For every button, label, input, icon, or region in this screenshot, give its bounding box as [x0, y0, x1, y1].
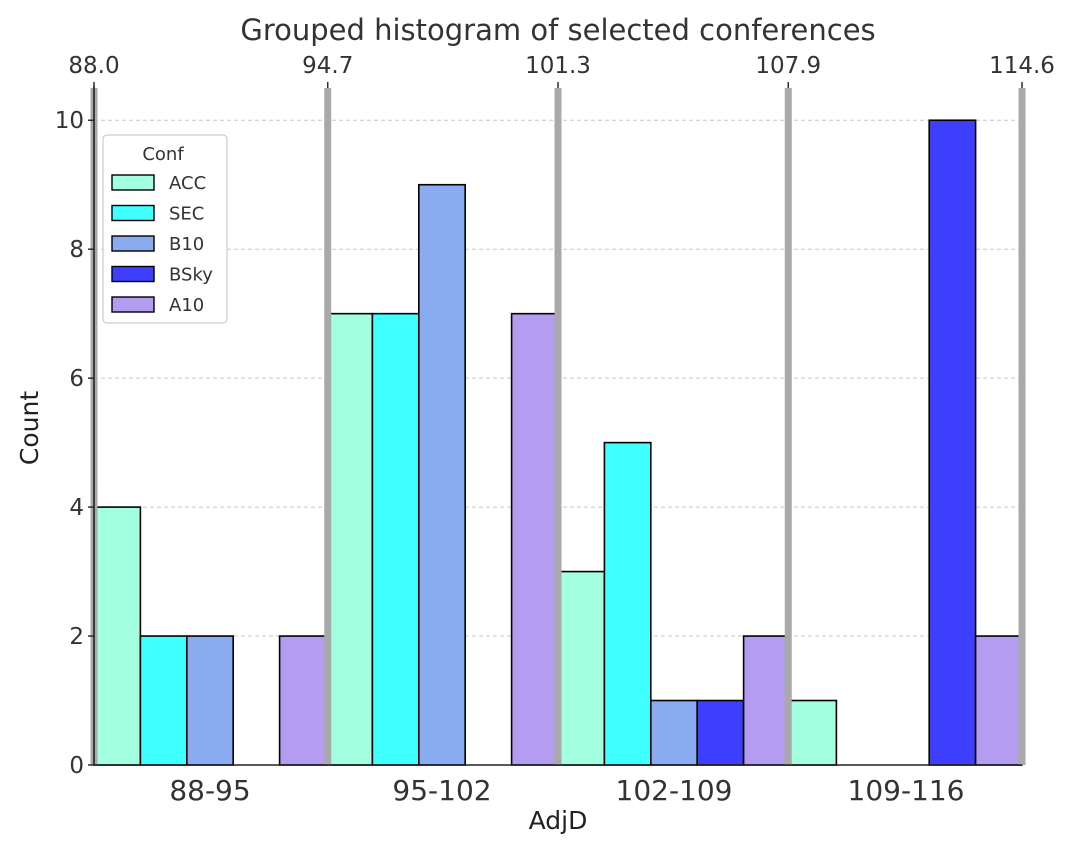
legend-label-bsky: BSky [169, 265, 213, 286]
legend-swatch-sec [111, 204, 155, 222]
legend-label-acc: ACC [169, 173, 206, 194]
top-tick-label: 101.3 [525, 53, 591, 79]
top-tick-label: 114.6 [989, 53, 1055, 79]
legend-label-b10: B10 [169, 234, 204, 255]
bar-acc-102-109 [557, 570, 606, 766]
legend-title: Conf [142, 144, 184, 165]
x-category-label: 102-109 [616, 774, 733, 807]
bar-b10-95-102 [417, 183, 466, 766]
bar-a10-102-109 [742, 635, 791, 766]
bar-sec-95-102 [371, 312, 420, 766]
axes-layer: 0 2 4 6 8 10 88-95 95-102 102-109 109-116 88.0 94.7… [55, 53, 1055, 807]
bar-acc-88-95 [93, 506, 142, 766]
bar-bsky-109-116 [928, 119, 977, 766]
bar-acc-109-116 [789, 699, 838, 766]
bar-acc-95-102 [325, 312, 374, 766]
y-axis-label: Count [15, 391, 44, 465]
chart-title: Grouped histogram of selected conference… [240, 13, 875, 47]
y-tick-label: 2 [69, 624, 84, 650]
y-tick-label: 8 [69, 237, 84, 263]
bar-sec-102-109 [603, 441, 652, 766]
bar-a10-109-116 [974, 635, 1023, 766]
y-tick-label: 4 [69, 495, 84, 521]
bar-sec-88-95 [139, 635, 188, 766]
x-category-label: 88-95 [169, 774, 250, 807]
legend-swatch-a10 [111, 296, 155, 313]
legend-swatch-bsky [111, 265, 155, 283]
x-category-label: 109-116 [848, 774, 965, 807]
top-tick-label: 88.0 [68, 53, 119, 79]
legend-label-a10: A10 [169, 295, 204, 316]
y-tick-label: 10 [55, 108, 84, 134]
x-axis-label: AdjD [529, 806, 588, 835]
legend-label-sec: SEC [169, 204, 204, 225]
bar-b10-88-95 [186, 635, 235, 766]
legend: Conf ACC SEC B10 BSky A10 [102, 134, 228, 324]
x-category-label: 95-102 [392, 774, 491, 807]
y-tick-label: 6 [69, 366, 84, 392]
legend-swatch-b10 [111, 235, 155, 252]
bar-bsky-102-109 [696, 699, 745, 766]
bar-a10-95-102 [510, 312, 559, 766]
top-tick-label: 107.9 [755, 53, 821, 79]
y-tick-label: 0 [69, 753, 84, 779]
bar-b10-102-109 [649, 699, 698, 766]
legend-swatch-acc [111, 174, 155, 191]
top-tick-label: 94.7 [302, 53, 353, 79]
bar-a10-88-95 [278, 635, 327, 766]
